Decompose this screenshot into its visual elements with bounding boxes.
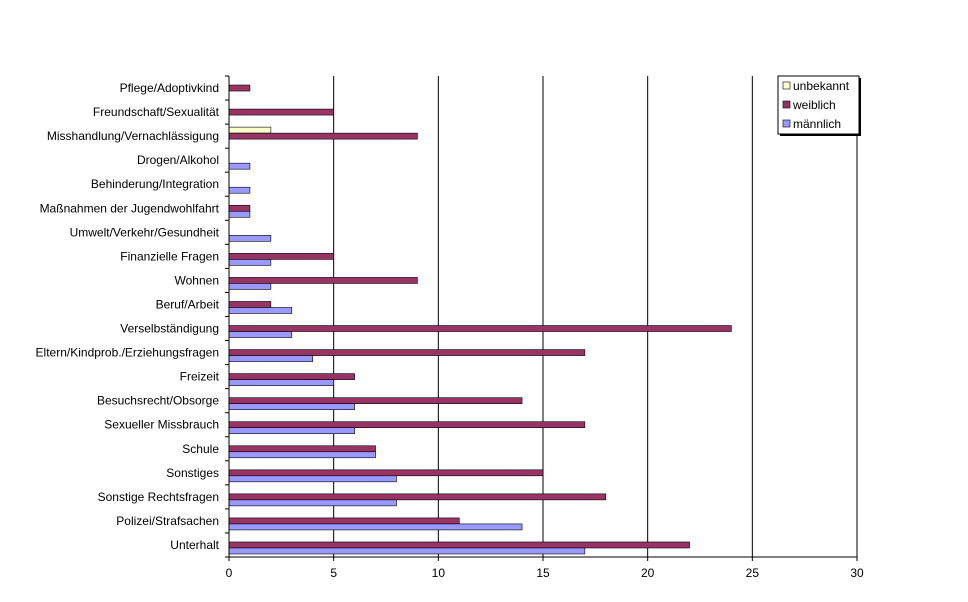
category-label: Drogen/Alkohol: [137, 153, 219, 167]
bar-männlich: [228, 307, 293, 314]
x-tick-label: 30: [850, 566, 864, 580]
bar-weiblich: [228, 84, 251, 92]
bar-männlich: [228, 403, 355, 410]
category-label: Beruf/Arbeit: [156, 297, 220, 311]
bar-männlich: [228, 186, 251, 194]
x-tick-label: 25: [746, 566, 760, 580]
legend-swatch-männlich: [782, 119, 791, 128]
x-tick-label: 0: [226, 566, 233, 580]
category-label: Eltern/Kindprob./Erziehungsfragen: [36, 346, 219, 360]
bar-weiblich: [228, 469, 544, 477]
legend-box: [777, 75, 860, 135]
bar-weiblich: [228, 301, 272, 308]
gridlines: [333, 76, 858, 557]
bar-weiblich: [228, 325, 732, 332]
category-label: Polizei/Strafsachen: [116, 514, 219, 528]
x-tick-label: 15: [536, 566, 550, 580]
bar-weiblich: [228, 132, 418, 140]
category-label: Maßnahmen der Jugendwohlfahrt: [40, 201, 220, 215]
category-label: Finanzielle Fragen: [120, 249, 219, 263]
category-label: Besuchsrecht/Obsorge: [97, 394, 219, 408]
category-label: Verselbständigung: [120, 322, 219, 336]
legend: unbekannt weiblich männlich: [777, 75, 861, 136]
category-label: Wohnen: [175, 273, 219, 287]
axes: [225, 75, 858, 561]
bar-männlich: [228, 499, 397, 507]
legend-label: männlich: [793, 117, 841, 131]
bar-männlich: [228, 162, 251, 170]
bar-weiblich: [228, 204, 251, 212]
bar-weiblich: [228, 277, 418, 284]
category-label: Umwelt/Verkehr/Gesundheit: [70, 225, 220, 239]
bar-männlich: [228, 379, 334, 386]
bar-weiblich: [228, 541, 690, 549]
x-tick-label: 20: [641, 566, 655, 580]
bar-weiblich: [228, 349, 586, 356]
category-label: Schule: [182, 442, 219, 456]
legend-swatch-unbekannt: [782, 81, 791, 90]
bar-männlich: [228, 259, 272, 266]
category-label: Behinderung/Integration: [91, 177, 219, 191]
y-tick-labels: Pflege/Adoptivkind Freundschaft/Sexualitä…: [36, 81, 220, 552]
category-label: Freundschaft/Sexualität: [93, 105, 220, 119]
bar-männlich: [228, 331, 293, 338]
category-label: Unterhalt: [170, 538, 219, 552]
bar-männlich: [228, 283, 272, 290]
bar-weiblich: [228, 493, 607, 501]
category-label: Sonstiges: [166, 466, 219, 480]
bars: [228, 84, 732, 555]
x-tick-labels: 0 5 10 15 20 25 30: [226, 566, 864, 580]
category-label: Misshandlung/Vernachlässigung: [47, 129, 219, 143]
bar-weiblich: [228, 108, 334, 116]
legend-swatch-weiblich: [782, 100, 791, 109]
category-label: Freizeit: [180, 370, 220, 384]
bar-männlich: [228, 210, 251, 218]
x-tick-label: 5: [330, 566, 337, 580]
bar-weiblich: [228, 445, 376, 453]
bar-unbekannt: [228, 126, 272, 134]
category-label: Pflege/Adoptivkind: [120, 81, 219, 95]
bar-männlich: [228, 355, 314, 362]
bar-männlich: [228, 547, 586, 555]
bar-weiblich: [228, 421, 586, 429]
bar-männlich: [228, 475, 397, 483]
legend-label: unbekannt: [793, 79, 850, 93]
bar-weiblich: [228, 397, 523, 404]
bar-männlich: [228, 235, 272, 242]
bar-männlich: [228, 427, 355, 435]
x-tick-label: 10: [432, 566, 446, 580]
legend-label: weiblich: [792, 98, 836, 112]
bar-männlich: [228, 523, 523, 531]
bar-männlich: [228, 451, 376, 459]
bar-weiblich: [228, 253, 334, 260]
category-label: Sonstige Rechtsfragen: [98, 490, 219, 504]
bar-weiblich: [228, 517, 460, 525]
category-label: Sexueller Missbrauch: [104, 418, 219, 432]
bar-weiblich: [228, 373, 355, 380]
